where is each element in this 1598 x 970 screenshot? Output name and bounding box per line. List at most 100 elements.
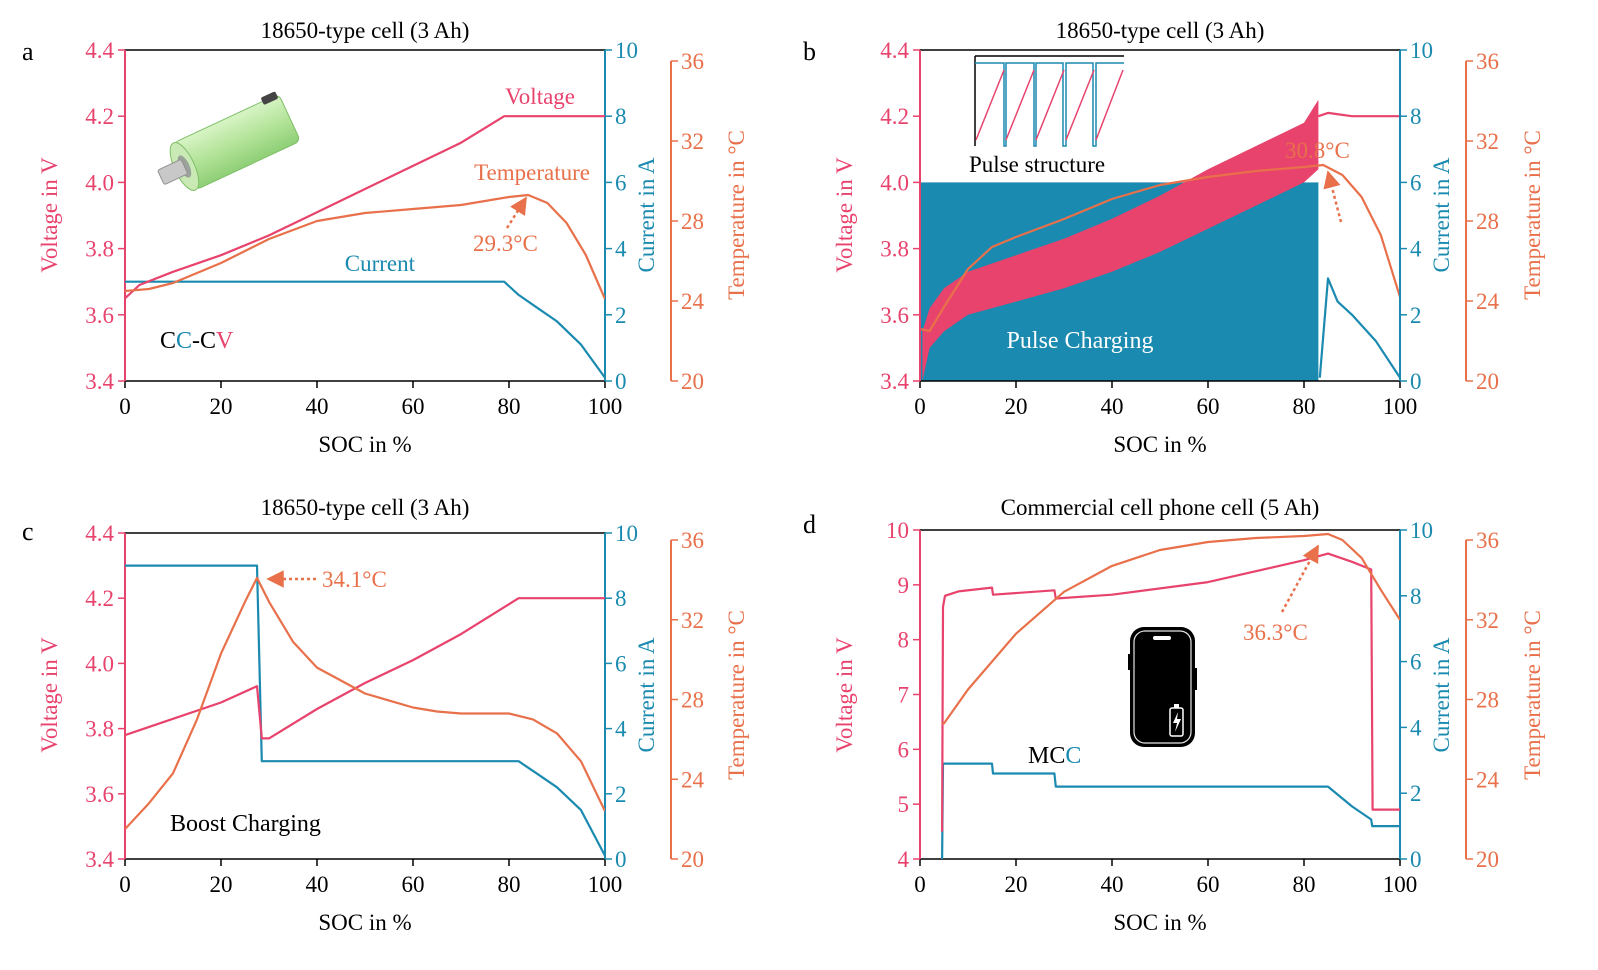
current-label-d: Current in A [1429, 637, 1454, 752]
temperature-tick-label: 36 [681, 49, 704, 74]
current-label-b: Current in A [1429, 157, 1454, 272]
current-line [941, 762, 1400, 859]
temperature-tick-label: 36 [1476, 528, 1499, 553]
current-tick-label: 2 [615, 782, 627, 807]
current-tick-label: 0 [615, 847, 627, 872]
title-d: Commercial cell phone cell (5 Ah) [1001, 495, 1320, 520]
x-ticks-c: 0 20 40 60 80 100 [119, 859, 622, 897]
current-tick-label: 10 [615, 38, 638, 63]
temperature-annotation-a: Temperature [474, 160, 590, 185]
temperature-tick-label: 36 [1476, 49, 1499, 74]
x-label-a: SOC in % [318, 432, 411, 457]
x-tick-label: 80 [498, 872, 521, 897]
voltage-tick-label: 4.4 [85, 521, 114, 546]
temperature-tick-label: 24 [1476, 767, 1500, 792]
current-tick-label: 6 [615, 651, 627, 676]
temperature-label-a: Temperature in °C [724, 130, 749, 300]
voltage-tick-label: 4.2 [85, 104, 114, 129]
voltage-line [125, 115, 605, 300]
voltage-label-a: Voltage in V [37, 157, 62, 273]
x-label-b: SOC in % [1113, 432, 1206, 457]
voltage-tick-label: 7 [898, 683, 910, 708]
x-tick-label: 100 [1383, 394, 1418, 419]
voltage-label-b: Voltage in V [832, 157, 857, 273]
mode-label-a: CC-CV [160, 328, 234, 354]
current-tick-label: 2 [1410, 781, 1422, 806]
mode-label-d: MCC [1028, 743, 1081, 769]
phone-icon [1128, 627, 1197, 747]
voltage-tick-label: 3.6 [85, 782, 114, 807]
temperature-label-b: Temperature in °C [1520, 130, 1545, 300]
voltage-tick-label: 3.8 [85, 237, 114, 262]
peak-annotation-c: 34.1°C [322, 567, 387, 592]
x-tick-label: 60 [402, 394, 425, 419]
voltage-tick-label: 4.0 [880, 170, 909, 195]
mode-label-c: Boost Charging [170, 811, 321, 837]
temperature-tick-label: 32 [681, 129, 704, 154]
x-tick-label: 100 [1383, 872, 1418, 897]
current-tick-label: 10 [615, 521, 638, 546]
x-tick-label: 80 [498, 394, 521, 419]
temperature-tick-label: 32 [1476, 608, 1499, 633]
voltage-tick-label: 4.0 [85, 170, 114, 195]
current-tick-label: 4 [615, 237, 627, 262]
panel-label-c: c [22, 517, 34, 546]
x-tick-label: 0 [914, 394, 926, 419]
plot-area-c: 0 20 40 60 80 100 3.43.63.84.04.24.4 0246810 … [85, 521, 704, 897]
current-tick-label: 4 [615, 717, 627, 742]
temperature-tick-label: 32 [681, 608, 704, 633]
title-c: 18650-type cell (3 Ah) [261, 495, 470, 520]
current-line [1318, 277, 1400, 379]
cell-icon [157, 91, 300, 191]
current-ticks-a: 0 2 4 6 8 10 [605, 38, 638, 394]
current-tick-label: 0 [1410, 369, 1422, 394]
current-annotation-a: Current [345, 251, 416, 276]
voltage-tick-label: 3.8 [85, 717, 114, 742]
plot-area-b: 0 20 40 60 80 100 3.43.63.84.04.24.4 0246810 … [880, 38, 1499, 419]
x-tick-label: 100 [588, 394, 623, 419]
panel-b: b 18650-type cell (3 Ah) 0 20 40 60 80 100 3.… [803, 18, 1545, 457]
voltage-cv-line [1318, 111, 1400, 118]
temperature-tick-label: 24 [1476, 289, 1500, 314]
voltage-tick-label: 3.8 [880, 237, 909, 262]
x-tick-label: 80 [1293, 394, 1316, 419]
temperature-tick-label: 20 [1476, 847, 1499, 872]
voltage-ticks-c: 3.4 3.6 3.8 4.0 4.2 4.4 [85, 521, 125, 872]
temperature-ticks-c: 20 24 28 32 36 [671, 528, 705, 872]
temperature-tick-label: 20 [1476, 369, 1499, 394]
voltage-tick-label: 3.4 [85, 847, 114, 872]
current-tick-label: 8 [1410, 104, 1422, 129]
voltage-tick-label: 4.2 [85, 586, 114, 611]
current-tick-label: 0 [1410, 847, 1422, 872]
peak-arrow-d [1280, 544, 1320, 613]
panel-c: c 18650-type cell (3 Ah) 0 20 40 60 80 100 3.… [22, 495, 749, 935]
current-label-a: Current in A [634, 157, 659, 272]
current-tick-label: 10 [1410, 518, 1433, 543]
peak-annotation-d: 36.3°C [1243, 620, 1308, 645]
panel-d: d Commercial cell phone cell (5 Ah) 0 20 4… [803, 495, 1545, 935]
series-b [920, 99, 1400, 381]
voltage-tick-label: 3.6 [880, 303, 909, 328]
x-tick-label: 60 [1197, 872, 1220, 897]
x-tick-label: 0 [119, 872, 131, 897]
x-ticks-d: 0 20 40 60 80 100 [914, 859, 1417, 897]
temperature-tick-label: 24 [681, 767, 705, 792]
temperature-tick-label: 24 [681, 289, 705, 314]
temperature-line [125, 576, 605, 830]
voltage-tick-label: 3.4 [880, 369, 909, 394]
current-tick-label: 10 [1410, 38, 1433, 63]
x-tick-label: 40 [306, 394, 329, 419]
temperature-ticks-d: 20 24 28 32 36 [1466, 528, 1500, 872]
current-label-c: Current in A [634, 637, 659, 752]
voltage-tick-label: 4.0 [85, 651, 114, 676]
series-a [125, 115, 605, 379]
voltage-label-d: Voltage in V [832, 637, 857, 753]
temperature-tick-label: 28 [1476, 688, 1499, 713]
x-ticks-a: 0 20 40 60 80 100 [119, 381, 622, 419]
panel-label-d: d [803, 510, 816, 539]
voltage-label-c: Voltage in V [37, 637, 62, 753]
current-tick-label: 4 [1410, 237, 1422, 262]
voltage-tick-label: 4.4 [85, 38, 114, 63]
voltage-ticks-b: 3.4 3.6 3.8 4.0 4.2 4.4 [880, 38, 920, 394]
voltage-tick-label: 3.6 [85, 303, 114, 328]
